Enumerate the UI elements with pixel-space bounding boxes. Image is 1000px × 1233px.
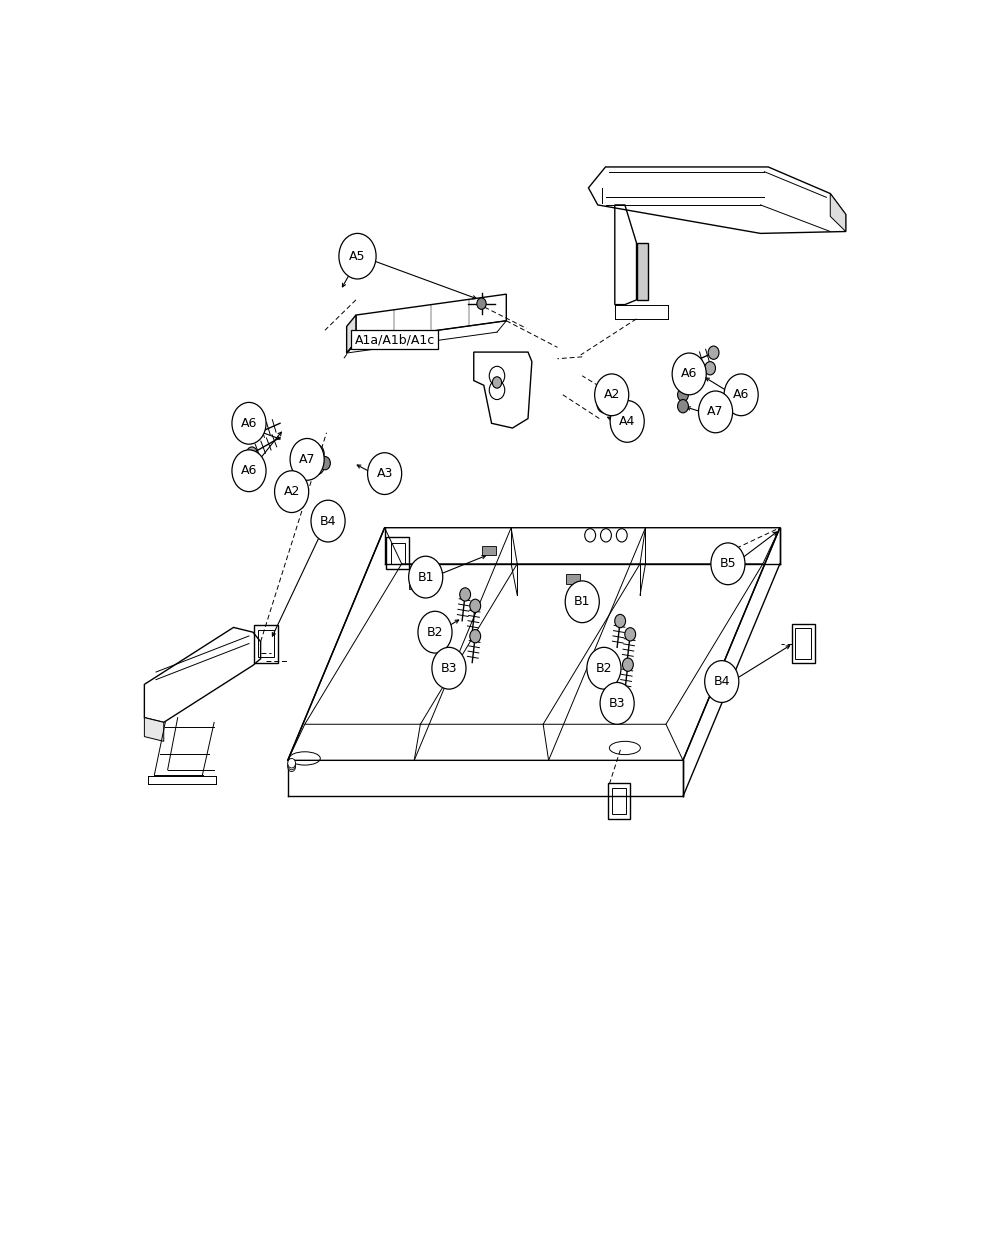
Circle shape [601, 529, 611, 543]
Circle shape [616, 529, 627, 543]
Text: B5: B5 [720, 557, 736, 571]
Circle shape [470, 630, 481, 642]
Circle shape [672, 353, 706, 395]
Circle shape [698, 391, 733, 433]
Circle shape [232, 402, 266, 444]
Polygon shape [144, 718, 164, 741]
Polygon shape [409, 580, 423, 589]
Circle shape [460, 588, 471, 600]
Text: A7: A7 [299, 453, 315, 466]
Circle shape [678, 388, 688, 402]
Text: A5: A5 [349, 250, 366, 263]
Circle shape [275, 471, 309, 513]
Circle shape [409, 556, 443, 598]
Circle shape [320, 456, 330, 470]
Circle shape [339, 233, 376, 279]
Text: B4: B4 [320, 514, 336, 528]
Text: B2: B2 [596, 662, 612, 674]
Polygon shape [566, 575, 580, 583]
Circle shape [585, 529, 596, 543]
Text: B2: B2 [427, 625, 443, 639]
Circle shape [310, 445, 324, 462]
Circle shape [724, 374, 758, 416]
Text: A6: A6 [733, 388, 749, 401]
Text: A4: A4 [619, 414, 635, 428]
Circle shape [625, 628, 636, 641]
Text: A2: A2 [604, 388, 620, 401]
Circle shape [418, 612, 452, 653]
Text: B3: B3 [441, 662, 457, 674]
Text: A6: A6 [241, 417, 257, 430]
Circle shape [288, 758, 296, 768]
Circle shape [310, 457, 324, 475]
Text: B3: B3 [609, 697, 625, 710]
Circle shape [678, 399, 688, 413]
Text: B4: B4 [714, 674, 730, 688]
Text: B1: B1 [417, 571, 434, 583]
Circle shape [565, 581, 599, 623]
Circle shape [492, 377, 502, 388]
Circle shape [600, 683, 634, 724]
Circle shape [245, 429, 256, 443]
Circle shape [622, 658, 633, 671]
Circle shape [615, 614, 626, 628]
Text: A3: A3 [376, 467, 393, 480]
Circle shape [288, 761, 296, 769]
Circle shape [477, 298, 486, 309]
Polygon shape [830, 194, 846, 232]
Circle shape [711, 543, 745, 584]
Circle shape [587, 647, 621, 689]
Circle shape [597, 396, 611, 413]
Circle shape [232, 450, 266, 492]
Circle shape [470, 599, 481, 613]
Circle shape [489, 381, 505, 399]
Text: A1a/A1b/A1c: A1a/A1b/A1c [355, 333, 435, 346]
Circle shape [368, 453, 402, 494]
Circle shape [705, 661, 739, 703]
Circle shape [288, 762, 296, 772]
Circle shape [290, 439, 324, 480]
Polygon shape [347, 316, 356, 353]
Polygon shape [637, 243, 648, 300]
Text: A2: A2 [283, 485, 300, 498]
Circle shape [489, 366, 505, 385]
Text: A6: A6 [681, 367, 697, 381]
Circle shape [610, 401, 644, 443]
Circle shape [708, 346, 719, 359]
Text: B1: B1 [574, 596, 590, 608]
Circle shape [432, 647, 466, 689]
Circle shape [246, 446, 257, 460]
Circle shape [705, 361, 716, 375]
Text: A7: A7 [707, 406, 724, 418]
Circle shape [311, 501, 345, 543]
Polygon shape [482, 546, 496, 555]
Circle shape [595, 374, 629, 416]
Text: A6: A6 [241, 465, 257, 477]
